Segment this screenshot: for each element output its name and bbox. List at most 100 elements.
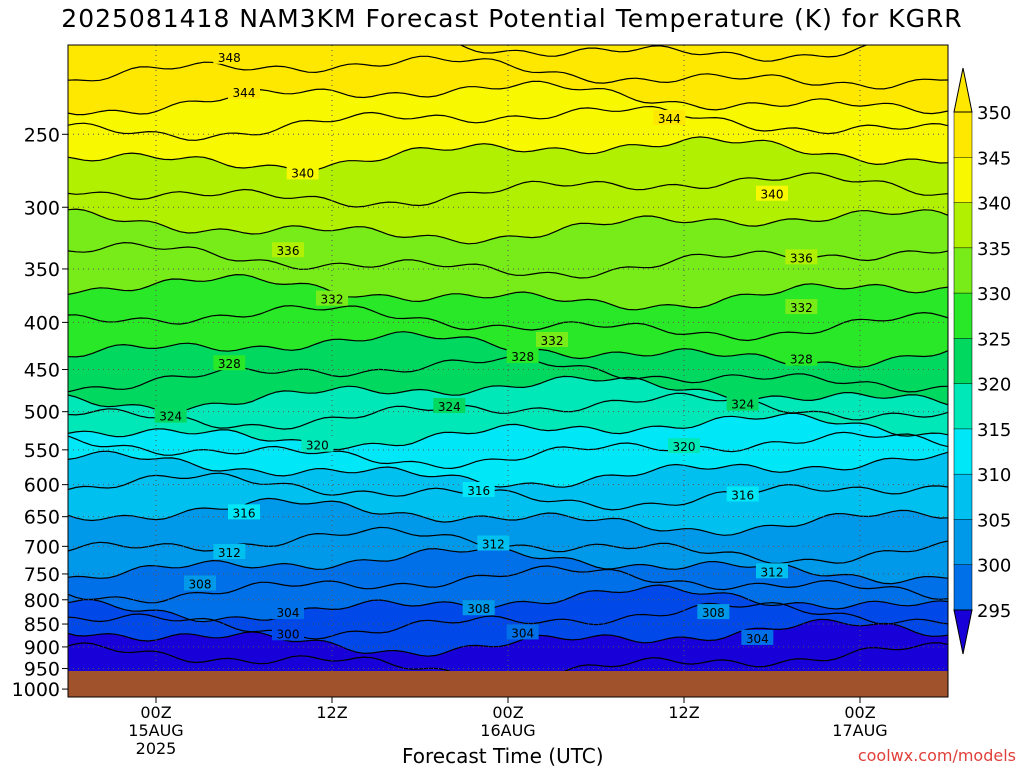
contour-318	[68, 450, 948, 488]
contour-label-bg	[286, 164, 319, 180]
contour-labels: 348 344 340 336 332 328 324 320 316 312 308 304 300 3…	[154, 48, 818, 693]
contour-label-bg	[272, 625, 304, 641]
contour-label: 308	[702, 606, 725, 620]
contour-label: 312	[482, 537, 505, 551]
x-tick-label: 00Z	[492, 703, 523, 722]
contour-306	[68, 584, 948, 623]
y-tick-label: 800	[24, 590, 60, 612]
contour-label-bg	[184, 575, 216, 591]
contour-label: 300	[277, 627, 300, 641]
y-tick-label: 750	[24, 564, 60, 586]
contour-label: 332	[321, 293, 344, 307]
contour-label: 348	[218, 51, 241, 65]
contour-label: 328	[790, 353, 813, 367]
x-tick-sublabel: 2025	[136, 739, 177, 758]
contour-label: 304	[511, 626, 534, 640]
pressure-axis: 2503003504004505005506006507007508008509…	[12, 124, 68, 701]
contour-label: 336	[277, 244, 300, 258]
y-tick-label: 600	[24, 475, 60, 497]
contour-label-bg	[756, 185, 788, 201]
contour-label: 340	[761, 188, 784, 202]
colorbar-label: 350	[977, 103, 1011, 124]
contour-322	[68, 412, 948, 451]
y-tick-label: 500	[24, 402, 60, 424]
contour-label: 336	[790, 251, 813, 265]
contour-label-bg	[506, 347, 539, 363]
contour-label-bg	[741, 629, 774, 645]
contour-label-bg	[433, 398, 466, 414]
grid-lines	[68, 45, 948, 697]
colorbar-label: 320	[977, 375, 1011, 396]
contour-340	[68, 172, 948, 208]
contour-label: 324	[438, 400, 461, 414]
contour-label: 344	[658, 112, 681, 126]
x-tick-label: 00Z	[844, 703, 875, 722]
colorbar-segment	[953, 428, 973, 475]
x-tick-label: 12Z	[316, 703, 347, 722]
colorbar-label: 345	[977, 148, 1011, 169]
contour-label-bg	[272, 242, 304, 258]
contour-label: 324	[731, 398, 754, 412]
credit-link[interactable]: coolwx.com/models	[857, 746, 1016, 765]
y-tick-label: 850	[24, 614, 60, 636]
ground-layer	[68, 671, 948, 697]
contour-label-bg	[785, 299, 818, 315]
y-tick-label: 700	[24, 536, 60, 558]
y-tick-label: 550	[24, 440, 60, 462]
contour-label-bg	[726, 486, 759, 502]
contour-label-bg	[506, 624, 539, 640]
contour-label-bg	[228, 84, 260, 100]
colorbar-label: 300	[977, 556, 1011, 577]
x-tick-sublabel: 15AUG	[128, 721, 183, 740]
contour-label-bg	[213, 544, 246, 560]
colorbar-label: 325	[977, 329, 1011, 350]
colorbar-label: 330	[977, 284, 1011, 305]
x-axis-title: Forecast Time (UTC)	[402, 744, 604, 768]
colorbar-segment	[953, 383, 973, 430]
x-tick-label: 00Z	[140, 703, 171, 722]
contour-332	[68, 305, 948, 342]
colorbar-label: 295	[977, 601, 1011, 622]
x-tick-sublabel: 16AUG	[480, 721, 535, 740]
contour-346	[68, 80, 948, 116]
contour-label: 332	[790, 301, 813, 315]
contour-label-bg	[301, 436, 334, 452]
contour-label-bg	[272, 604, 304, 620]
contour-302	[68, 618, 948, 657]
contour-334	[68, 273, 948, 311]
contour-label-bg	[228, 504, 260, 520]
contour-label-bg	[154, 407, 187, 423]
contour-324	[68, 392, 948, 430]
colorbar-label: 335	[977, 239, 1011, 260]
contour-label: 304	[746, 632, 769, 646]
contour-label: 344	[233, 86, 256, 100]
colorbar-segment	[953, 519, 973, 566]
contour-label: 316	[731, 489, 754, 503]
colorbar-top-arrow	[953, 67, 973, 113]
contour-label-bg	[785, 249, 818, 265]
contour-label: 304	[277, 606, 300, 620]
contour-344	[68, 105, 948, 141]
contour-label-bg	[785, 350, 818, 366]
contour-300	[68, 642, 948, 671]
y-tick-label: 400	[24, 312, 60, 334]
y-tick-label: 300	[24, 197, 60, 219]
contour-label: 320	[673, 440, 696, 454]
x-tick-label: 12Z	[668, 703, 699, 722]
contour-label: 332	[541, 334, 564, 348]
contour-label-bg	[462, 481, 495, 497]
contour-label-bg	[668, 438, 700, 454]
colorbar-legend: 350 345 340 335 330 325 320 315 310 305 300 295	[953, 67, 1011, 655]
colorbar-segment	[953, 338, 973, 385]
contour-label: 328	[218, 357, 241, 371]
contour-label: 320	[306, 439, 329, 453]
y-tick-label: 900	[24, 637, 60, 659]
contour-label-bg	[477, 535, 510, 551]
contour-label: 324	[159, 410, 182, 424]
x-tick-sublabel: 17AUG	[832, 721, 887, 740]
y-tick-label: 250	[24, 124, 60, 146]
chart-title: 2025081418 NAM3KM Forecast Potential Tem…	[61, 4, 963, 33]
y-tick-label: 450	[24, 360, 60, 382]
